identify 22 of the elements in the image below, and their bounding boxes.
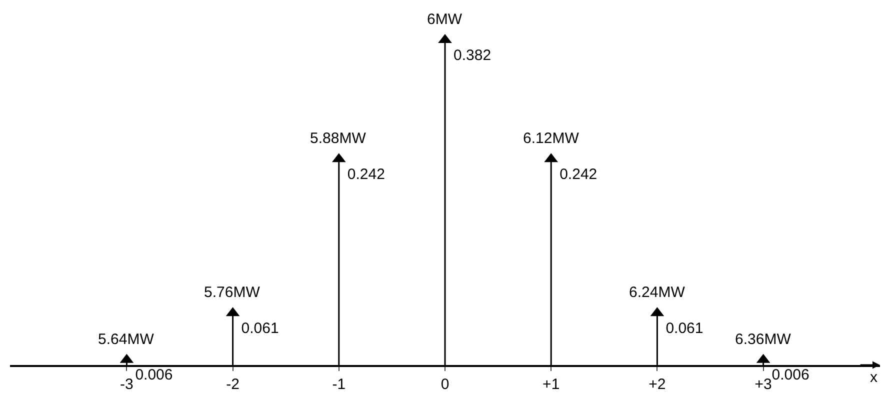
data-label: 0.382 — [454, 46, 492, 64]
annotation: 6MW — [427, 11, 463, 28]
x-tick-label: -1 — [332, 376, 346, 393]
x-tick-label: +3 — [754, 376, 772, 393]
x-tick-label: +1 — [542, 376, 560, 393]
data-label: 0.242 — [347, 166, 385, 183]
data-label: 0.061 — [241, 320, 279, 337]
x-axis-title: x — [870, 369, 878, 386]
data-label: 0.061 — [666, 320, 704, 337]
annotation: 5.64MW — [98, 331, 155, 348]
data-label: 0.006 — [135, 366, 173, 384]
annotation: 6.12MW — [523, 130, 580, 147]
x-tick-label: -3 — [120, 376, 134, 393]
x-tick-label: -2 — [226, 376, 240, 393]
data-label: 0.242 — [560, 166, 598, 183]
annotation: 5.76MW — [204, 284, 261, 301]
x-tick-label: +2 — [648, 376, 666, 393]
annotation: 6.36MW — [735, 331, 792, 348]
annotation: 5.88MW — [310, 130, 367, 147]
annotation: 6.24MW — [629, 284, 686, 301]
x-tick-label: 0 — [440, 376, 450, 393]
data-label: 0.006 — [772, 366, 810, 384]
